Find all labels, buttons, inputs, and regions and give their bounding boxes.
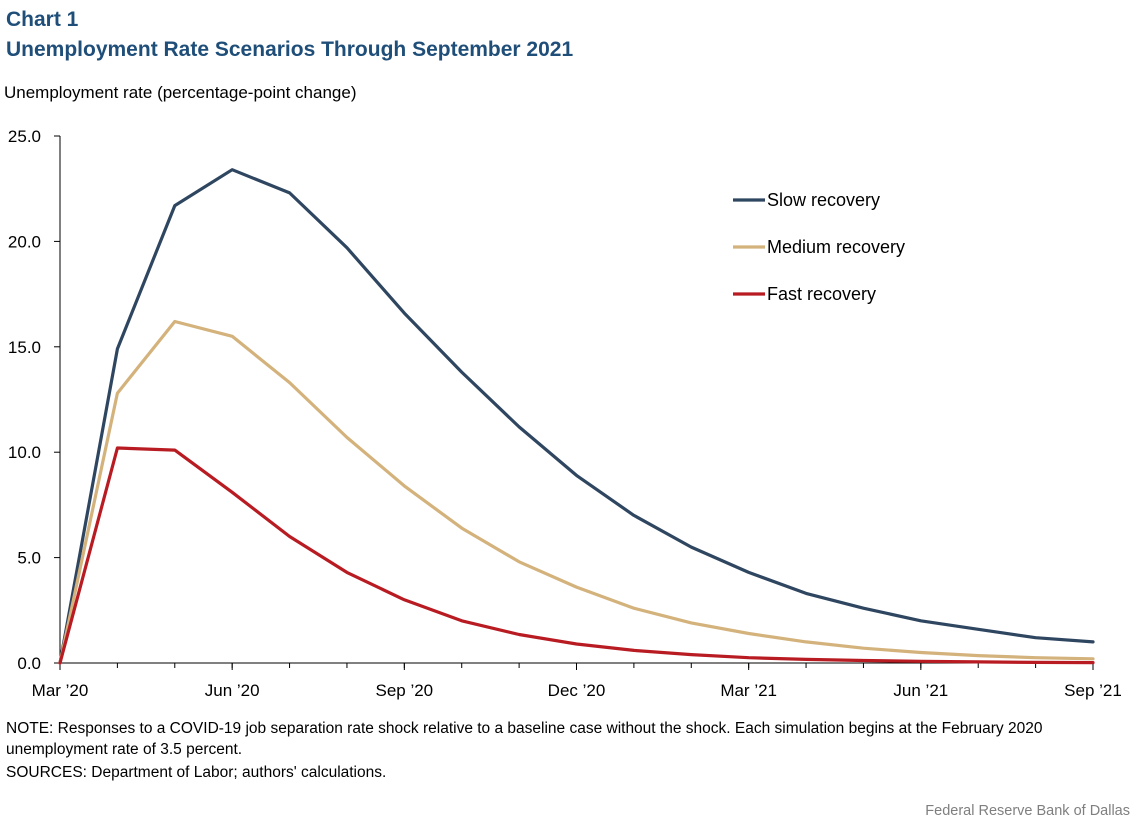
y-tick-label: 5.0 [17,549,41,568]
x-tick-label: Jun ’20 [205,681,260,700]
legend-label-medium: Medium recovery [767,237,905,257]
x-tick-label: Sep ’21 [1064,681,1122,700]
x-tick-label: Mar ’21 [720,681,777,700]
y-tick-label: 25.0 [8,127,41,146]
credit-line: Federal Reserve Bank of Dallas [925,803,1130,819]
y-tick-label: 15.0 [8,338,41,357]
series-lines [58,168,1095,665]
x-tick-label: Jun ’21 [893,681,948,700]
chart-title: Unemployment Rate Scenarios Through Sept… [6,38,574,61]
legend: Slow recovery Medium recovery Fast recover… [733,190,905,304]
chart-number: Chart 1 [6,8,79,31]
axes: 0.0 5.0 10.0 15.0 20.0 25.0 Mar ’20 Jun ’20 Sep … [8,127,1122,700]
chart-note: NOTE: Responses to a COVID-19 job separa… [6,720,1043,758]
line-chart: 0.0 5.0 10.0 15.0 20.0 25.0 Mar ’20 Jun ’20 Sep … [8,127,1122,700]
y-tick-label: 0.0 [17,654,41,673]
series-line-medium [58,319,1095,665]
y-tick-label: 10.0 [8,443,41,462]
chart-sources: SOURCES: Department of Labor; authors' c… [6,764,387,781]
legend-label-fast: Fast recovery [767,284,876,304]
x-tick-label: Sep ’20 [375,681,433,700]
series-line-fast [58,446,1095,665]
y-tick-label: 20.0 [8,232,41,251]
series-line-slow [58,168,1095,665]
legend-label-slow: Slow recovery [767,190,880,210]
y-axis-label: Unemployment rate (percentage-point chan… [4,83,357,102]
x-tick-label: Dec ’20 [548,681,606,700]
x-tick-label: Mar ’20 [32,681,89,700]
